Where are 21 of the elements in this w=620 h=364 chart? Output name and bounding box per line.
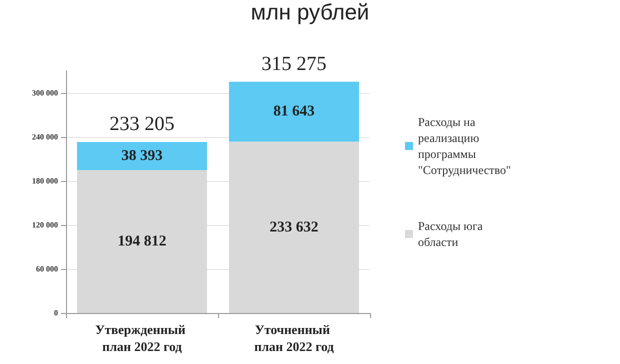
data-label: 233 632	[270, 219, 318, 236]
x-tick-label: Уточненный план 2022 год	[254, 322, 334, 354]
bar	[77, 170, 207, 313]
y-tick-label: 0	[54, 308, 58, 318]
bar	[77, 142, 207, 170]
chart-title: млн рублей	[250, 0, 370, 24]
data-label: 81 643	[273, 104, 315, 120]
data-label: 194 812	[118, 234, 166, 250]
total-label: 315 275	[262, 52, 326, 75]
data-label: 38 393	[121, 148, 163, 164]
legend-label: Расходы юга области	[418, 219, 486, 249]
y-tick-label: 120 000	[32, 220, 58, 230]
bar	[229, 142, 359, 313]
y-tick-label: 60 000	[36, 264, 58, 274]
y-tick-label: 300 000	[32, 88, 58, 98]
y-tick-label: 240 000	[32, 132, 58, 142]
x-tick-label: Утвержденный план 2022 год	[95, 322, 189, 354]
legend-label: Расходы на реализацию программы "Сотрудничество"	[418, 115, 511, 177]
bar	[229, 82, 359, 142]
y-tick-label: 180 000	[32, 176, 58, 186]
total-label: 233 205	[110, 112, 174, 135]
